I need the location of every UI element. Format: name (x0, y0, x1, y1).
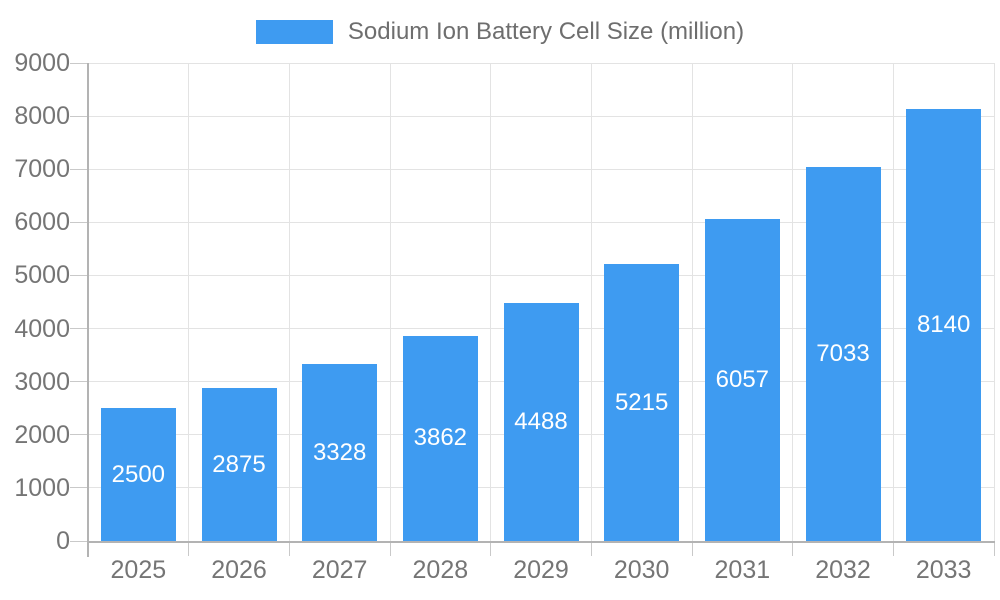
gridline-horizontal (88, 168, 994, 170)
bar[interactable]: 3862 (402, 335, 478, 541)
gridline-vertical (389, 63, 391, 541)
x-tick-label: 2026 (211, 556, 267, 584)
x-axis-tick (993, 541, 995, 556)
x-axis-tick (490, 541, 492, 556)
gridline-vertical (188, 63, 190, 541)
bar-value-label: 4488 (514, 407, 568, 435)
y-tick-label: 3000 (14, 367, 70, 396)
y-tick-label: 7000 (14, 155, 70, 184)
y-axis-tick (70, 274, 88, 276)
gridline-vertical (792, 63, 794, 541)
x-axis-tick (389, 541, 391, 556)
bar[interactable]: 6057 (704, 219, 780, 541)
bar-value-label: 2875 (212, 450, 266, 478)
bar[interactable]: 2500 (100, 408, 176, 541)
y-tick-label: 8000 (14, 102, 70, 131)
x-axis-tick (288, 541, 290, 556)
gridline-vertical (993, 63, 995, 541)
y-axis-tick (70, 434, 88, 436)
bar-value-label: 8140 (916, 310, 971, 338)
x-tick-label: 2025 (110, 556, 167, 584)
x-tick-label: 2030 (613, 556, 670, 584)
gridline-vertical (590, 63, 592, 541)
gridline-vertical (892, 63, 894, 541)
bar-value-label: 3328 (312, 438, 367, 466)
y-axis-tick (70, 540, 88, 542)
gridline-horizontal (88, 115, 994, 117)
x-axis-tick (691, 541, 693, 556)
x-tick-label: 2032 (815, 556, 871, 584)
x-axis-tick (792, 541, 794, 556)
y-tick-label: 4000 (14, 314, 70, 343)
bar-value-label: 2500 (111, 460, 166, 488)
x-axis-tick (892, 541, 894, 556)
bar-value-label: 5215 (614, 388, 669, 416)
y-tick-label: 2000 (14, 420, 70, 449)
legend-swatch (255, 20, 333, 44)
gridline-vertical (288, 63, 290, 541)
y-tick-label: 6000 (14, 208, 70, 237)
x-axis-tick (590, 541, 592, 556)
x-tick-label: 2033 (915, 556, 972, 584)
y-axis-tick (70, 168, 88, 170)
bar[interactable]: 2875 (201, 388, 277, 541)
bar[interactable]: 3328 (302, 364, 378, 541)
bar-value-label: 6057 (715, 366, 770, 394)
y-axis-tick (70, 328, 88, 330)
x-axis-tick (188, 541, 190, 556)
y-axis-tick (70, 487, 88, 489)
bar-value-label: 3862 (413, 424, 468, 452)
bar[interactable]: 4488 (503, 302, 579, 541)
legend-label: Sodium Ion Battery Cell Size (million) (347, 18, 745, 45)
bar[interactable]: 8140 (906, 108, 982, 541)
x-tick-label: 2029 (513, 556, 569, 584)
bar-value-label: 7033 (816, 340, 870, 368)
gridline-horizontal (88, 274, 994, 276)
legend[interactable]: Sodium Ion Battery Cell Size (million) (0, 18, 1000, 46)
x-tick-label: 2027 (311, 556, 368, 584)
gridline-vertical (691, 63, 693, 541)
bar[interactable]: 5215 (604, 264, 680, 541)
y-axis-tick (70, 115, 88, 117)
y-axis-tick (70, 221, 88, 223)
y-tick-label: 0 (56, 527, 70, 555)
y-axis-tick (70, 381, 88, 383)
gridline-horizontal (88, 221, 994, 223)
bar[interactable]: 7033 (805, 167, 881, 541)
y-tick-label: 1000 (14, 473, 70, 502)
x-axis-line (87, 541, 995, 543)
gridline-horizontal (88, 62, 994, 64)
y-tick-label: 5000 (14, 261, 70, 290)
y-axis-tick (70, 62, 88, 64)
gridline-vertical (490, 63, 492, 541)
y-axis-line (87, 63, 89, 557)
x-tick-label: 2028 (412, 556, 469, 584)
y-tick-label: 9000 (14, 49, 70, 77)
x-tick-label: 2031 (714, 556, 771, 584)
